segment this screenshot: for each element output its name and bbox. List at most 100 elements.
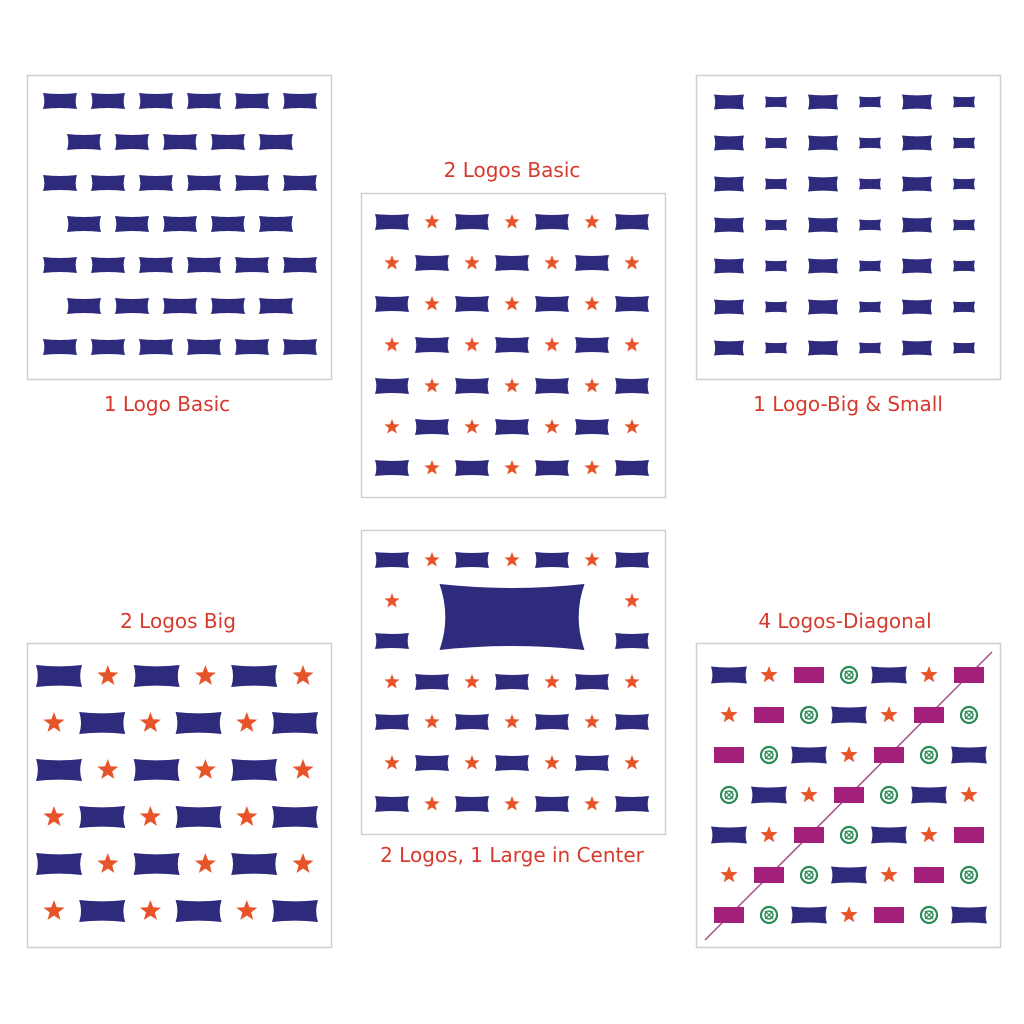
target-ring — [919, 905, 939, 925]
logo-mark — [615, 378, 649, 394]
logo-mark — [455, 378, 489, 394]
logo-mark — [375, 214, 409, 230]
rect-logo-mark — [794, 667, 824, 683]
star-mark — [384, 419, 400, 434]
logo-mark — [79, 712, 126, 734]
logo-mark — [765, 219, 787, 231]
logo-mark — [43, 339, 77, 355]
star-mark — [504, 796, 520, 811]
label-2-logos-big: 2 Logos Big — [120, 609, 236, 633]
rect-logo-mark — [754, 867, 784, 883]
logo-mark — [808, 340, 838, 356]
target-inner — [764, 750, 774, 760]
logo-mark — [415, 337, 449, 353]
label-2-logos-large-center: 2 Logos, 1 Large in Center — [380, 843, 645, 867]
logo-mark — [91, 257, 125, 273]
logo-mark — [615, 796, 649, 812]
star-mark — [43, 900, 65, 920]
star-mark — [194, 759, 216, 779]
star-mark — [544, 255, 560, 270]
target-inner — [924, 910, 934, 920]
star-mark — [504, 552, 520, 567]
logo-mark — [808, 258, 838, 274]
logo-mark — [211, 298, 245, 314]
logo-mark — [953, 260, 975, 272]
logo-mark — [115, 216, 149, 232]
star-mark — [292, 853, 314, 873]
target-ring — [799, 865, 819, 885]
logo-mark — [765, 301, 787, 313]
rect-logo-mark — [714, 907, 744, 923]
logo-mark — [187, 339, 221, 355]
logo-mark — [175, 806, 222, 828]
logo-mark — [187, 93, 221, 109]
star-mark — [97, 759, 119, 779]
logo-mark — [272, 900, 318, 922]
star-mark — [464, 337, 480, 352]
logo-mark — [711, 666, 747, 684]
logo-mark — [455, 714, 489, 730]
target-logo-mark — [919, 905, 939, 925]
logo-mark — [139, 339, 173, 355]
star-mark — [840, 906, 858, 923]
panel-1-logo-big-small — [695, 74, 1002, 381]
logo-mark — [535, 714, 569, 730]
star-mark — [236, 712, 258, 732]
target-logo-mark — [839, 825, 859, 845]
star-mark — [97, 665, 119, 685]
panel-2-logos-large-center — [360, 529, 667, 836]
logo-mark — [953, 137, 975, 149]
logo-mark — [415, 755, 449, 771]
target-inner — [964, 710, 974, 720]
logo-mark — [953, 178, 975, 190]
star-mark — [544, 755, 560, 770]
logo-mark — [455, 796, 489, 812]
target-logo-mark — [879, 785, 899, 805]
logo-mark — [415, 419, 449, 435]
logo-mark — [231, 759, 278, 781]
logo-mark — [36, 759, 82, 781]
star-mark — [584, 296, 600, 311]
logo-mark — [871, 826, 907, 844]
logo-mark — [175, 900, 222, 922]
logo-mark — [575, 755, 609, 771]
logo-mark — [615, 714, 649, 730]
logo-mark — [375, 796, 409, 812]
logo-mark — [495, 419, 529, 435]
logo-mark — [859, 178, 881, 190]
logo-mark — [375, 378, 409, 394]
logo-mark — [79, 806, 126, 828]
logo-mark — [808, 135, 838, 151]
target-cross — [804, 870, 814, 880]
star-mark — [504, 714, 520, 729]
star-mark — [464, 255, 480, 270]
logo-mark — [615, 296, 649, 312]
panel-border — [695, 74, 1002, 381]
panel-4-logos-diagonal — [695, 642, 1002, 949]
logo-mark — [235, 93, 269, 109]
rect-logo-mark — [954, 667, 984, 683]
target-inner — [724, 790, 734, 800]
logo-mark — [375, 714, 409, 730]
logo-mark — [714, 176, 744, 192]
star-mark — [424, 214, 440, 229]
logo-mark — [575, 674, 609, 690]
star-mark — [880, 866, 898, 883]
rect-logo-mark — [834, 787, 864, 803]
star-mark — [43, 712, 65, 732]
logo-mark — [535, 552, 569, 568]
label-2-logos-basic: 2 Logos Basic — [444, 158, 581, 182]
logo-mark — [43, 257, 77, 273]
logo-mark — [859, 219, 881, 231]
logo-mark — [953, 301, 975, 313]
star-mark — [424, 296, 440, 311]
rect-logo-mark — [794, 827, 824, 843]
logo-mark — [139, 175, 173, 191]
star-mark — [384, 755, 400, 770]
target-inner — [804, 870, 814, 880]
logo-mark — [859, 96, 881, 108]
logo-mark — [902, 340, 932, 356]
star-mark — [424, 714, 440, 729]
logo-mark — [415, 255, 449, 271]
target-cross — [724, 790, 734, 800]
